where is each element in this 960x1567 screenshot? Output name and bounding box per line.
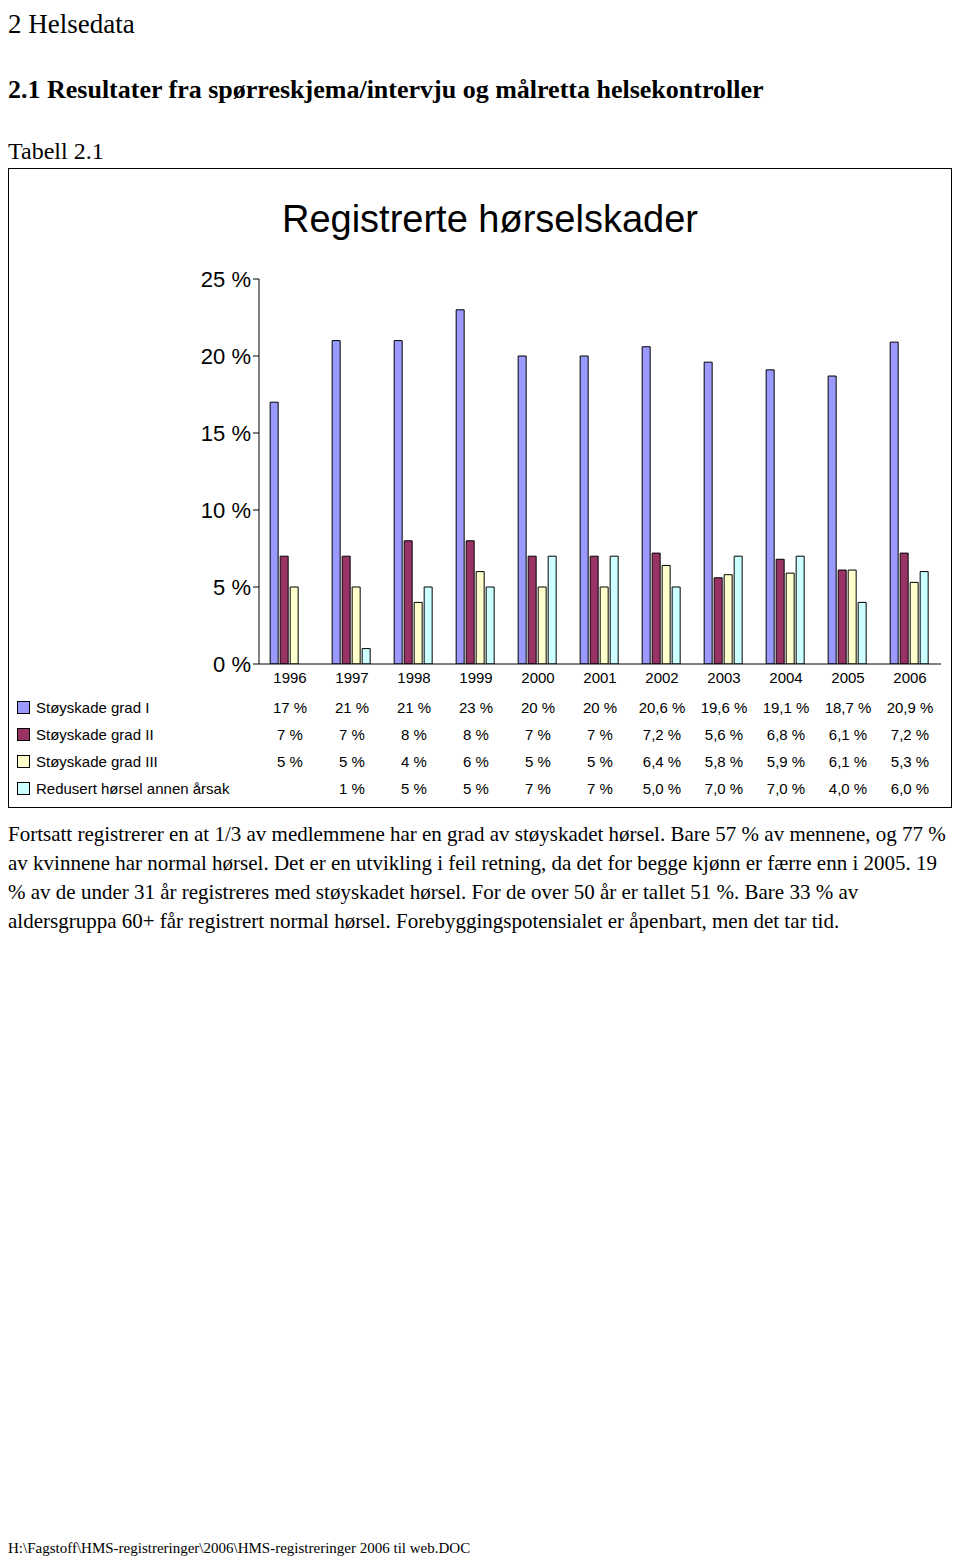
html-text:7,0 %: 7,0 %: [704, 780, 744, 797]
html-text:23 %: 23 %: [458, 699, 494, 716]
html-text:7,2 %: 7,2 %: [642, 726, 682, 743]
html-text:7,2 %: 7,2 %: [890, 726, 930, 743]
svg-text:1996: 1996: [273, 669, 306, 686]
svg-text:0 %: 0 %: [213, 652, 251, 677]
html-text:19,6 %: 19,6 %: [700, 699, 748, 716]
svg-text:2000: 2000: [521, 669, 554, 686]
html-text:6,1 %: 6,1 %: [828, 753, 868, 770]
html-text:8 %: 8 %: [401, 726, 427, 743]
svg-text:2002: 2002: [645, 669, 678, 686]
html-text:Redusert hørsel annen årsak: Redusert hørsel annen årsak: [36, 780, 230, 797]
html-text:17 %: 17 %: [272, 699, 308, 716]
html-text:18,7 %: 18,7 %: [824, 699, 872, 716]
svg-text:20 %: 20 %: [201, 344, 251, 369]
html-text:8 %: 8 %: [463, 726, 489, 743]
html-text:2.1 Resultater fra spørreskjem: 2.1 Resultater fra spørreskjema/intervju…: [8, 75, 764, 104]
html-text:7 %: 7 %: [525, 780, 551, 797]
html-text:Tabell 2.1: Tabell 2.1: [8, 138, 104, 164]
html-text:6,4 %: 6,4 %: [642, 753, 682, 770]
html-text:5 %: 5 %: [463, 780, 489, 797]
html-text:7 %: 7 %: [277, 726, 303, 743]
html-text:6,1 %: 6,1 %: [828, 726, 868, 743]
svg-text:1997: 1997: [335, 669, 368, 686]
html-text:20 %: 20 %: [582, 699, 618, 716]
html-text:20 %: 20 %: [520, 699, 556, 716]
html-text:5 %: 5 %: [525, 753, 551, 770]
html-text:21 %: 21 %: [334, 699, 370, 716]
svg-text:2004: 2004: [769, 669, 802, 686]
svg-text:2006: 2006: [893, 669, 926, 686]
html-text:4,0 %: 4,0 %: [828, 780, 868, 797]
svg-text:2005: 2005: [831, 669, 864, 686]
html-text:7 %: 7 %: [525, 726, 551, 743]
html-text:5,6 %: 5,6 %: [704, 726, 744, 743]
html-text:19,1 %: 19,1 %: [762, 699, 810, 716]
html-text:5 %: 5 %: [587, 753, 613, 770]
html-text:7 %: 7 %: [587, 726, 613, 743]
html-text:H:\Fagstoff\HMS-registreringer: H:\Fagstoff\HMS-registreringer\2006\HMS-…: [8, 1540, 471, 1556]
html-text:6 %: 6 %: [463, 753, 489, 770]
html-text:Støyskade grad I: Støyskade grad I: [36, 699, 150, 716]
html-text:2 Helsedata: 2 Helsedata: [8, 9, 135, 39]
svg-text:15 %: 15 %: [201, 421, 251, 446]
html-text:Fortsatt registrerer en at 1/3: Fortsatt registrerer en at 1/3 av medlem…: [8, 822, 946, 933]
html-text:Støyskade grad II: Støyskade grad II: [36, 726, 154, 743]
html-text:21 %: 21 %: [396, 699, 432, 716]
html-text:7 %: 7 %: [339, 726, 365, 743]
html-text:Støyskade grad III: Støyskade grad III: [36, 753, 158, 770]
html-text:5 %: 5 %: [401, 780, 427, 797]
svg-text:2003: 2003: [707, 669, 740, 686]
svg-text:1999: 1999: [459, 669, 492, 686]
html-text:20,6 %: 20,6 %: [638, 699, 686, 716]
html-text:5 %: 5 %: [339, 753, 365, 770]
html-text:5,0 %: 5,0 %: [642, 780, 682, 797]
html-text:6,8 %: 6,8 %: [766, 726, 806, 743]
html-text:20,9 %: 20,9 %: [886, 699, 934, 716]
html-text:5,8 %: 5,8 %: [704, 753, 744, 770]
svg-text:5 %: 5 %: [213, 575, 251, 600]
html-text:6,0 %: 6,0 %: [890, 780, 930, 797]
svg-text:10 %: 10 %: [201, 498, 251, 523]
html-text:1 %: 1 %: [339, 780, 365, 797]
svg-text:25 %: 25 %: [201, 267, 251, 292]
svg-text:1998: 1998: [397, 669, 430, 686]
html-text:Registrerte hørselskader: Registrerte hørselskader: [282, 198, 698, 240]
html-text:5,9 %: 5,9 %: [766, 753, 806, 770]
html-text:7 %: 7 %: [587, 780, 613, 797]
html-text:5,3 %: 5,3 %: [890, 753, 930, 770]
html-text:7,0 %: 7,0 %: [766, 780, 806, 797]
svg-text:2001: 2001: [583, 669, 616, 686]
html-text:4 %: 4 %: [401, 753, 427, 770]
html-text:5 %: 5 %: [277, 753, 303, 770]
